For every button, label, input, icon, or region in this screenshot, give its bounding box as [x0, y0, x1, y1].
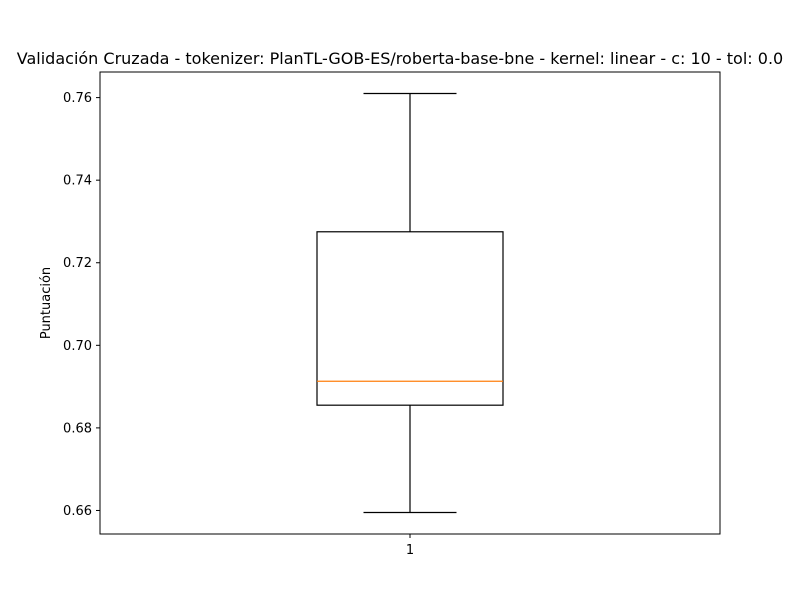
y-tick-label: 0.74: [63, 174, 92, 189]
y-axis: 0.66 0.68 0.70 0.72 0.74 0.76: [63, 91, 100, 519]
y-tick-label: 0.70: [63, 339, 92, 354]
x-tick-label: 1: [406, 543, 414, 558]
box-series: [316, 92, 504, 514]
y-tick-label: 0.72: [63, 256, 92, 271]
iqr-box: [316, 231, 504, 406]
y-tick-label: 0.66: [63, 504, 92, 519]
y-tick-label: 0.68: [63, 421, 92, 436]
y-tick-label: 0.76: [63, 91, 92, 106]
y-axis-label: Puntuación: [39, 267, 54, 339]
chart-title: Validación Cruzada - tokenizer: PlanTL-G…: [17, 49, 783, 68]
x-axis: 1: [406, 534, 414, 558]
